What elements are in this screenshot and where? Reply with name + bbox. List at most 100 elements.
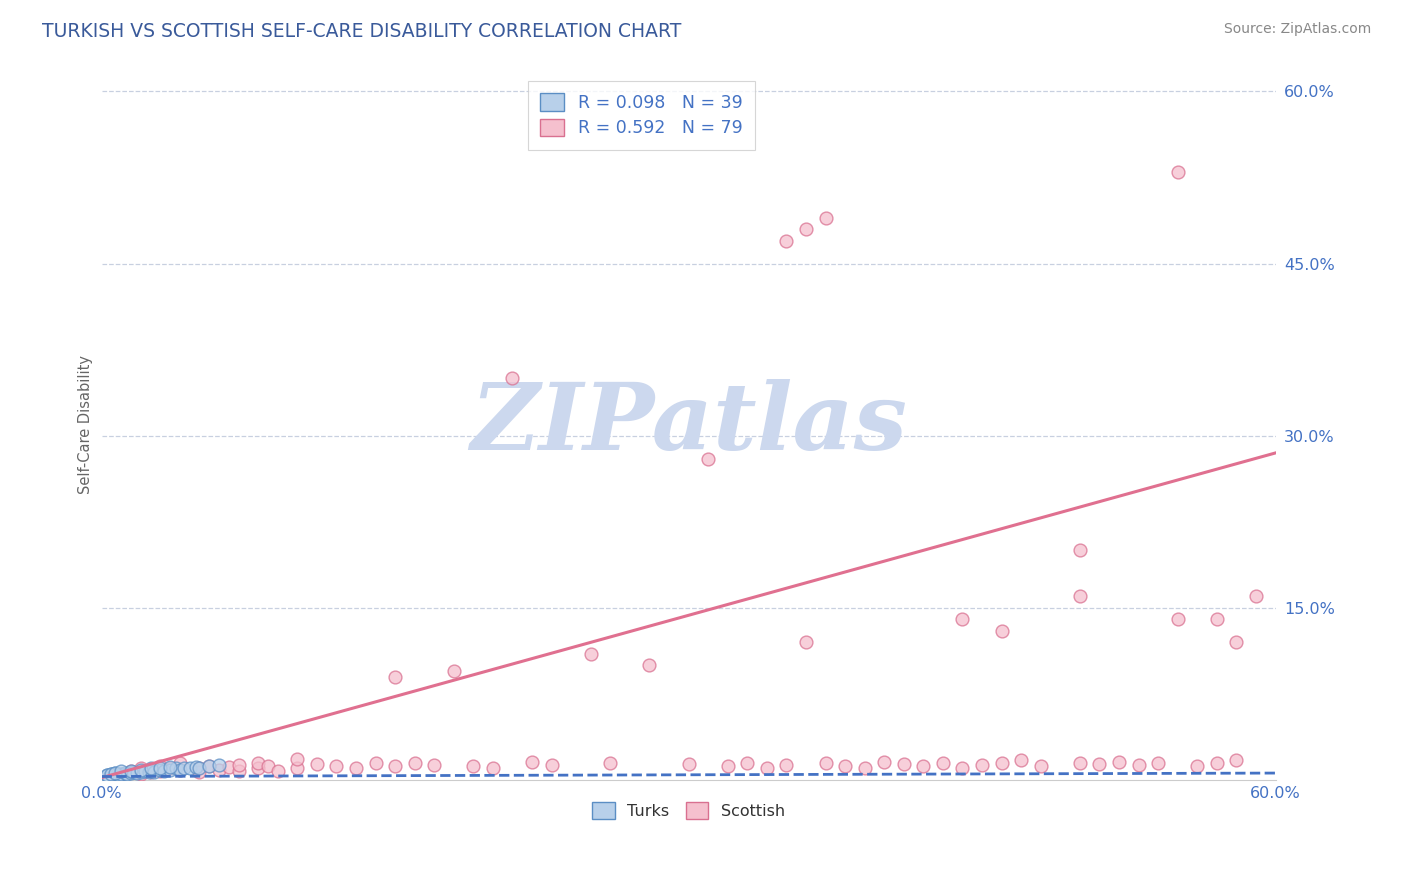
Point xyxy=(952,612,974,626)
Point xyxy=(443,664,465,678)
Point xyxy=(638,658,661,673)
Point xyxy=(98,770,121,784)
Point xyxy=(125,766,148,780)
Point xyxy=(94,770,117,784)
Point xyxy=(143,764,166,779)
Point xyxy=(1108,755,1130,769)
Point xyxy=(139,762,162,776)
Point xyxy=(814,756,837,770)
Point xyxy=(1147,756,1170,770)
Point xyxy=(96,768,118,782)
Point xyxy=(1225,635,1247,649)
Point xyxy=(794,222,817,236)
Point xyxy=(364,756,387,770)
Point xyxy=(165,762,187,776)
Point xyxy=(153,764,176,778)
Point xyxy=(344,762,367,776)
Point xyxy=(834,759,856,773)
Point xyxy=(285,762,308,776)
Point xyxy=(257,759,280,773)
Point xyxy=(173,762,195,776)
Point xyxy=(149,762,172,776)
Point xyxy=(184,760,207,774)
Point xyxy=(1069,756,1091,770)
Point xyxy=(794,635,817,649)
Point xyxy=(990,756,1012,770)
Point xyxy=(169,763,191,777)
Point xyxy=(129,762,152,776)
Point xyxy=(120,766,142,780)
Point xyxy=(228,764,250,778)
Point xyxy=(179,762,201,776)
Point xyxy=(697,451,720,466)
Point xyxy=(159,763,181,777)
Point xyxy=(138,764,160,779)
Point xyxy=(169,756,191,770)
Point xyxy=(159,760,181,774)
Text: TURKISH VS SCOTTISH SELF-CARE DISABILITY CORRELATION CHART: TURKISH VS SCOTTISH SELF-CARE DISABILITY… xyxy=(42,22,682,41)
Point xyxy=(579,647,602,661)
Point xyxy=(169,763,191,777)
Point xyxy=(188,762,211,776)
Point xyxy=(423,758,446,772)
Legend: Turks, Scottish: Turks, Scottish xyxy=(586,796,792,825)
Point xyxy=(188,762,211,776)
Point xyxy=(1069,543,1091,558)
Point xyxy=(325,759,347,773)
Point xyxy=(1069,590,1091,604)
Point xyxy=(208,758,231,772)
Point xyxy=(932,756,955,770)
Point xyxy=(893,756,915,771)
Point xyxy=(678,756,700,771)
Point xyxy=(990,624,1012,638)
Point xyxy=(149,764,172,778)
Point xyxy=(952,762,974,776)
Point xyxy=(110,764,132,778)
Point xyxy=(129,763,152,777)
Point xyxy=(717,759,740,773)
Point xyxy=(247,756,270,770)
Point xyxy=(305,756,328,771)
Point xyxy=(188,764,211,779)
Point xyxy=(247,762,270,776)
Point xyxy=(114,766,136,780)
Point xyxy=(120,764,142,778)
Point xyxy=(912,759,935,773)
Point xyxy=(110,767,132,781)
Point xyxy=(100,767,122,781)
Point xyxy=(404,756,426,770)
Point xyxy=(110,767,132,781)
Point xyxy=(198,759,221,773)
Point xyxy=(775,758,797,772)
Point xyxy=(100,767,122,781)
Point xyxy=(149,763,172,777)
Point xyxy=(96,768,118,782)
Point xyxy=(149,759,172,773)
Point xyxy=(384,759,406,773)
Point xyxy=(139,764,162,778)
Point xyxy=(1167,165,1189,179)
Point xyxy=(103,768,125,782)
Point xyxy=(104,766,127,780)
Point xyxy=(104,766,127,780)
Point xyxy=(463,759,485,773)
Point xyxy=(134,764,156,778)
Point xyxy=(853,762,876,776)
Point xyxy=(120,764,142,778)
Point xyxy=(520,755,543,769)
Point xyxy=(1128,758,1150,772)
Point xyxy=(285,752,308,766)
Point xyxy=(482,762,505,776)
Point xyxy=(139,764,162,779)
Point xyxy=(735,756,758,770)
Point xyxy=(198,759,221,773)
Point xyxy=(1010,754,1032,768)
Point xyxy=(1205,756,1227,770)
Point xyxy=(159,762,181,776)
Point xyxy=(267,764,290,778)
Point xyxy=(775,234,797,248)
Point xyxy=(970,758,993,772)
Point xyxy=(1225,754,1247,768)
Point xyxy=(540,758,562,772)
Point xyxy=(122,764,145,779)
